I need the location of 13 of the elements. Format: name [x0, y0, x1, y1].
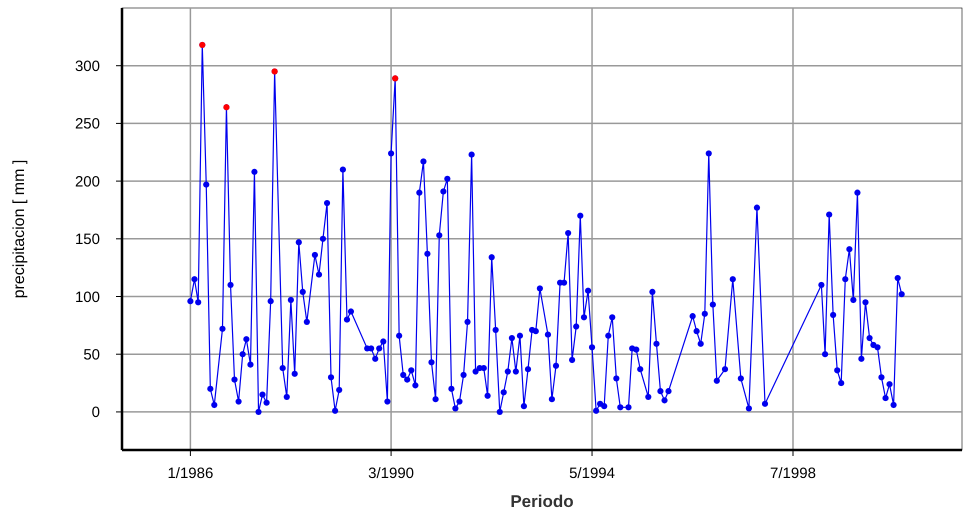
y-tick-label: 250 [74, 116, 100, 133]
y-axis-title: precipitacion [ mm ] [11, 160, 28, 298]
y-tick-label: 100 [74, 288, 100, 306]
x-tick-label: 7/1998 [770, 465, 816, 482]
x-tick-label: 5/1994 [569, 465, 615, 482]
y-tick-label: 0 [92, 404, 100, 422]
y-tick-label: 200 [74, 173, 100, 190]
x-tick-label: 3/1990 [368, 465, 414, 482]
x-tick-label: 1/1986 [167, 465, 214, 482]
y-tick-label: 300 [74, 58, 100, 75]
y-tick-label: 150 [74, 231, 100, 248]
x-axis-title: Periodo [510, 492, 574, 511]
y-tick-label: 50 [83, 346, 100, 364]
